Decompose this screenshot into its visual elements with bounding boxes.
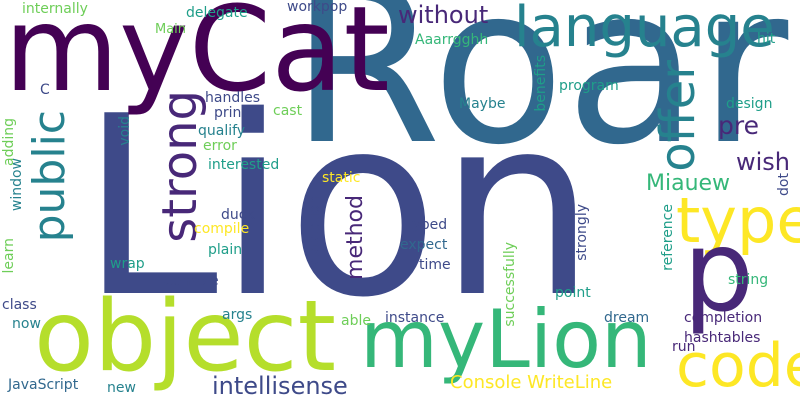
- word-compile: compile: [194, 221, 250, 237]
- word-strong: strong: [152, 90, 208, 243]
- word-miauew: Miauew: [646, 171, 731, 196]
- word-delegate: delegate: [186, 5, 248, 21]
- word-reference: reference: [660, 204, 676, 271]
- word-workpop: workpop: [287, 0, 348, 15]
- word-dream: dream: [604, 310, 650, 326]
- word-void: void: [117, 116, 133, 146]
- word-error: error: [203, 138, 237, 154]
- word-intellisense: intellisense: [212, 372, 348, 400]
- word-program: program: [559, 78, 619, 94]
- word-method: method: [343, 195, 368, 280]
- word-wish: wish: [736, 148, 791, 176]
- word-type: type: [676, 184, 800, 257]
- word-successfully: successfully: [502, 242, 518, 327]
- word-hashtables: hashtables: [684, 330, 761, 346]
- word-console: Console: [163, 273, 219, 289]
- word-expect: expect: [400, 237, 448, 253]
- word-qualify: qualify: [198, 123, 246, 139]
- word-now: now: [12, 316, 41, 332]
- word-pre: pre: [718, 111, 759, 140]
- word-typed: typed: [407, 217, 448, 233]
- word-benefits: benefits: [533, 55, 549, 112]
- word-window: window: [9, 158, 25, 212]
- word-lion: Lion: [80, 64, 596, 352]
- word-internally: internally: [22, 1, 88, 17]
- word-strongly: strongly: [574, 204, 590, 261]
- word-mycat: myCat: [4, 0, 390, 118]
- word-p: p: [683, 207, 755, 337]
- word-object: object: [34, 280, 336, 394]
- word-dot: dot: [776, 173, 792, 196]
- word-able: able: [341, 313, 371, 329]
- word-offer: offer: [650, 60, 706, 172]
- word-learn: learn: [1, 238, 17, 274]
- word-language: language: [514, 0, 775, 60]
- word-c: C: [40, 82, 50, 98]
- word-run: run: [672, 339, 696, 355]
- word-maybe: Maybe: [459, 96, 506, 112]
- word-console-writeline: Console WriteLine: [450, 372, 613, 393]
- word-time: time: [419, 257, 451, 273]
- word-hit: hit: [757, 31, 776, 47]
- word-plain: plain: [208, 242, 243, 258]
- word-duck: duck: [221, 207, 255, 223]
- word-mylion: myLion: [360, 293, 652, 386]
- word-exception: exception: [307, 196, 323, 265]
- word-interested: interested: [208, 157, 280, 173]
- word-static: static: [322, 170, 361, 186]
- word-design: design: [726, 96, 773, 112]
- word-code: code: [676, 331, 800, 400]
- word-wrap: wrap: [110, 256, 145, 272]
- word-main: Main: [155, 22, 187, 37]
- word-instance: instance: [385, 310, 445, 326]
- word-completion: completion: [684, 310, 763, 326]
- word-point: point: [555, 285, 591, 301]
- word-without: without: [398, 1, 489, 29]
- word-cast: cast: [273, 103, 303, 119]
- word-public: public: [24, 110, 75, 243]
- word-new: new: [107, 380, 136, 396]
- word-string: string: [728, 272, 769, 288]
- word-class: class: [2, 297, 37, 313]
- word-print: print: [214, 105, 247, 121]
- word-javascript: JavaScript: [8, 377, 79, 393]
- word-args: args: [222, 307, 253, 323]
- word-roar: Roar: [290, 0, 789, 193]
- word-handles: handles: [205, 90, 261, 106]
- word-aaarrgghh: Aaarrgghh: [415, 32, 489, 48]
